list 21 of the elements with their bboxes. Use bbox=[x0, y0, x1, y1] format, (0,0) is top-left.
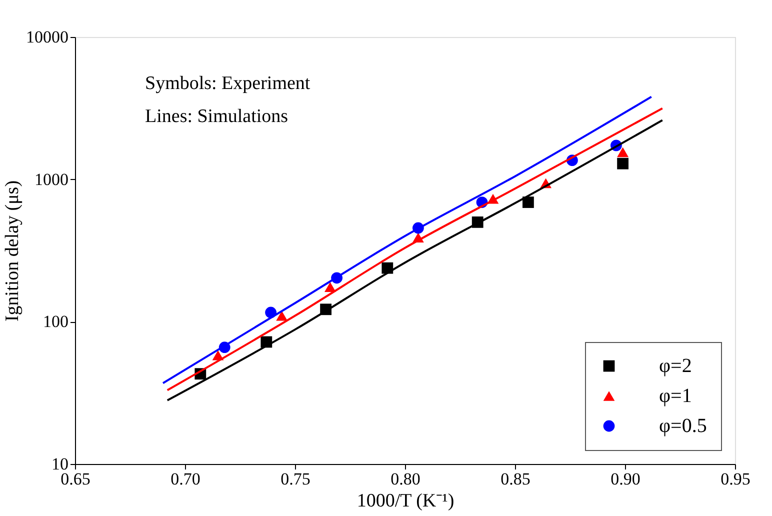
annotation: Lines: Simulations bbox=[145, 106, 288, 127]
x-tick-label: 0.85 bbox=[500, 470, 530, 488]
x-axis-title: 1000/T (K⁻¹) bbox=[356, 490, 454, 512]
x-tick-label: 0.90 bbox=[610, 470, 640, 488]
x-tick-label: 0.70 bbox=[170, 470, 200, 488]
y-tick-label: 1000 bbox=[34, 170, 68, 189]
point bbox=[617, 147, 628, 158]
point bbox=[522, 196, 534, 208]
legend-label: φ=1 bbox=[659, 385, 692, 407]
x-tick-label: 0.95 bbox=[720, 470, 750, 488]
y-tick-label: 10000 bbox=[26, 28, 68, 46]
y-tick-label: 100 bbox=[43, 312, 68, 332]
y-axis-title: Ignition delay (μs) bbox=[2, 180, 23, 322]
legend-label: φ=2 bbox=[659, 355, 692, 377]
x-tick-label: 0.80 bbox=[390, 470, 420, 488]
point bbox=[276, 310, 288, 321]
annotation: Symbols: Experiment bbox=[145, 73, 311, 94]
x-tick-label: 0.75 bbox=[280, 470, 310, 488]
point bbox=[324, 282, 336, 292]
legend-label: φ=0.5 bbox=[659, 415, 707, 437]
point bbox=[617, 158, 628, 170]
